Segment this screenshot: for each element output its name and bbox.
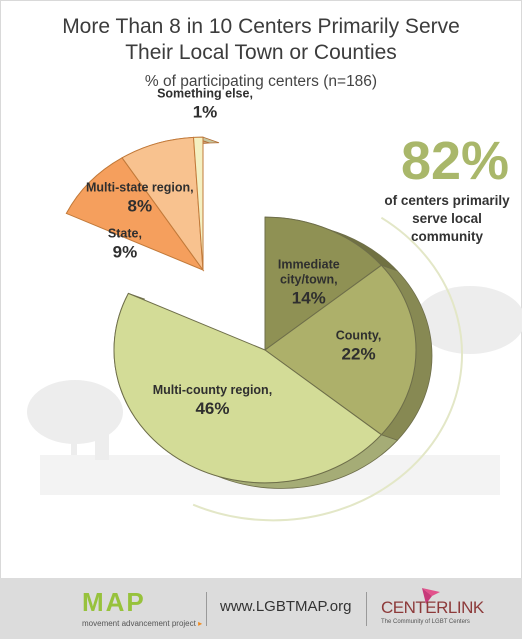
slice-label-text: Something else, [157, 87, 253, 101]
callout-caption-line-3: community [410, 229, 483, 244]
chart-title-block: More Than 8 in 10 Centers Primarily Serv… [0, 14, 522, 93]
slice-value-label: 22% [342, 345, 376, 364]
pie-slice [264, 216, 383, 351]
slice-label-text: County, [336, 329, 382, 343]
callout-caption-line-1: of centers primarily [384, 193, 510, 208]
background-post [95, 432, 109, 460]
footer-divider [366, 592, 367, 626]
map-logo[interactable]: MAP [82, 587, 146, 618]
footer-divider [206, 592, 207, 626]
slice-value-label: 9% [113, 243, 138, 262]
background-tree [415, 286, 522, 354]
slice-label: State, 9% [108, 227, 142, 262]
slice-value-label: 8% [127, 196, 152, 215]
footer-bar: MAP movement advancement project ▸ www.L… [0, 578, 522, 639]
slice-label-text: Multi-state region, [86, 180, 194, 194]
slice-value-label: 14% [292, 288, 326, 307]
chart-title-line-2: Their Local Town or Counties [125, 41, 397, 64]
map-tagline: movement advancement project ▸ [82, 619, 202, 628]
chart-title-line-1: More Than 8 in 10 Centers Primarily Serv… [62, 15, 460, 38]
slice-value-label: 46% [195, 399, 229, 418]
pie-slice [264, 264, 417, 436]
pie-slices [65, 136, 463, 522]
slice-label: County, 22% [336, 329, 382, 364]
callout-caption: of centers primarily serve local communi… [372, 192, 522, 246]
slice-label: Multi-state region, 8% [86, 180, 194, 215]
slice-label-text: Multi-county region, [153, 383, 272, 397]
centerlink-logo[interactable]: CENTERLINK [381, 598, 484, 617]
map-tagline-text: movement advancement project [82, 619, 196, 628]
background-tree-trunk [71, 420, 77, 470]
slice-label-text: city/town, [280, 272, 338, 286]
pie-slice [113, 292, 383, 484]
map-logo-text: MAP [82, 587, 146, 617]
play-triangle-icon: ▸ [198, 619, 203, 628]
slice-label: Multi-county region, 46% [153, 383, 272, 418]
slice-label-text: Immediate [278, 257, 340, 271]
centerlink-flag-icon [422, 588, 440, 604]
centerlink-tagline: The Community of LGBT Centers [381, 619, 470, 625]
footer-url-link[interactable]: www.LGBTMAP.org [220, 598, 352, 615]
callout-caption-line-2: serve local [412, 211, 482, 226]
pie-slice [65, 157, 205, 272]
callout-value: 82% [400, 131, 510, 191]
pie-slice [192, 136, 204, 271]
chart-subtitle: % of participating centers (n=186) [144, 73, 378, 90]
slice-label: Something else, 1% [157, 87, 253, 122]
callout-bracket [192, 216, 463, 522]
slice-value-label: 1% [193, 103, 218, 122]
slice-label-text: State, [108, 227, 142, 241]
background-tree [27, 380, 123, 444]
